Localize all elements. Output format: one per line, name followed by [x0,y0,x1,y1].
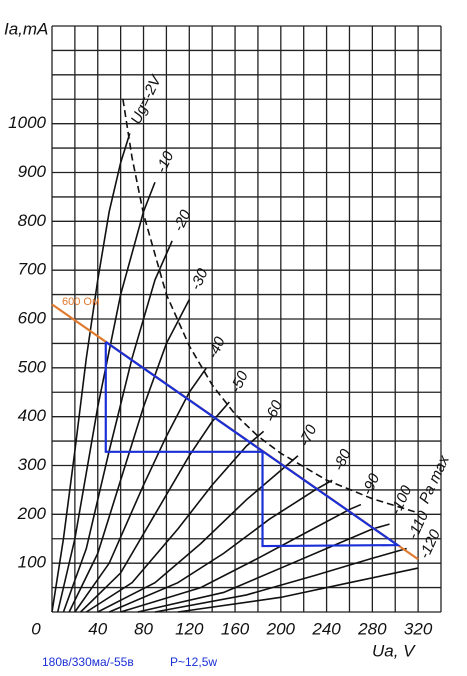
curve [122,99,419,514]
curve-label: -10 [153,148,178,175]
y-tick-label: 800 [18,211,47,230]
curve-label: -20 [170,207,195,234]
curve-label: -50 [227,368,252,395]
curve-label: -60 [261,397,286,424]
curve [137,523,390,613]
curve [85,430,265,613]
annotation: P~12,5w [170,655,217,669]
y-tick-label: 700 [18,260,47,279]
y-tick-label: 200 [17,504,47,523]
curve [68,299,191,613]
annotation: 180в/330ма/-55в [42,655,134,669]
x-tick-label: 280 [357,619,387,638]
curve-label: -90 [359,471,384,498]
x-tick-label: 120 [175,619,204,638]
curve [177,567,419,613]
y-tick-label: 600 [18,308,47,327]
curve-label: -80 [330,446,355,473]
y-tick-label: 900 [18,162,47,181]
x-axis-label: Ua, V [372,641,416,660]
curve-label: -100 [387,482,415,517]
x-tick-label: 160 [221,619,250,638]
x-tick-label: 200 [266,619,296,638]
curve [62,240,173,613]
y-axis-label: Ia,mA [4,19,48,38]
curve [80,401,230,613]
curve [74,367,208,613]
curve-label: -40 [204,334,229,361]
x-tick-label: 320 [404,619,433,638]
curve [51,133,131,613]
x-tick-label: 80 [134,619,153,638]
x-tick-label: 240 [311,619,341,638]
curve-label: -70 [296,422,321,449]
x-tick-label: 0 [31,619,41,638]
curve [154,547,407,613]
y-tick-label: 400 [18,406,47,425]
y-tick-label: 300 [18,455,47,474]
curve [56,181,156,613]
curve [104,341,401,548]
y-tick-label: 500 [18,357,47,376]
curve-label: Pa max [416,453,453,507]
curve [97,455,299,613]
x-tick-label: 40 [88,619,107,638]
y-tick-label: 1000 [8,113,46,132]
curve-label: 600 Ом [62,296,100,308]
y-tick-label: 100 [18,553,47,572]
